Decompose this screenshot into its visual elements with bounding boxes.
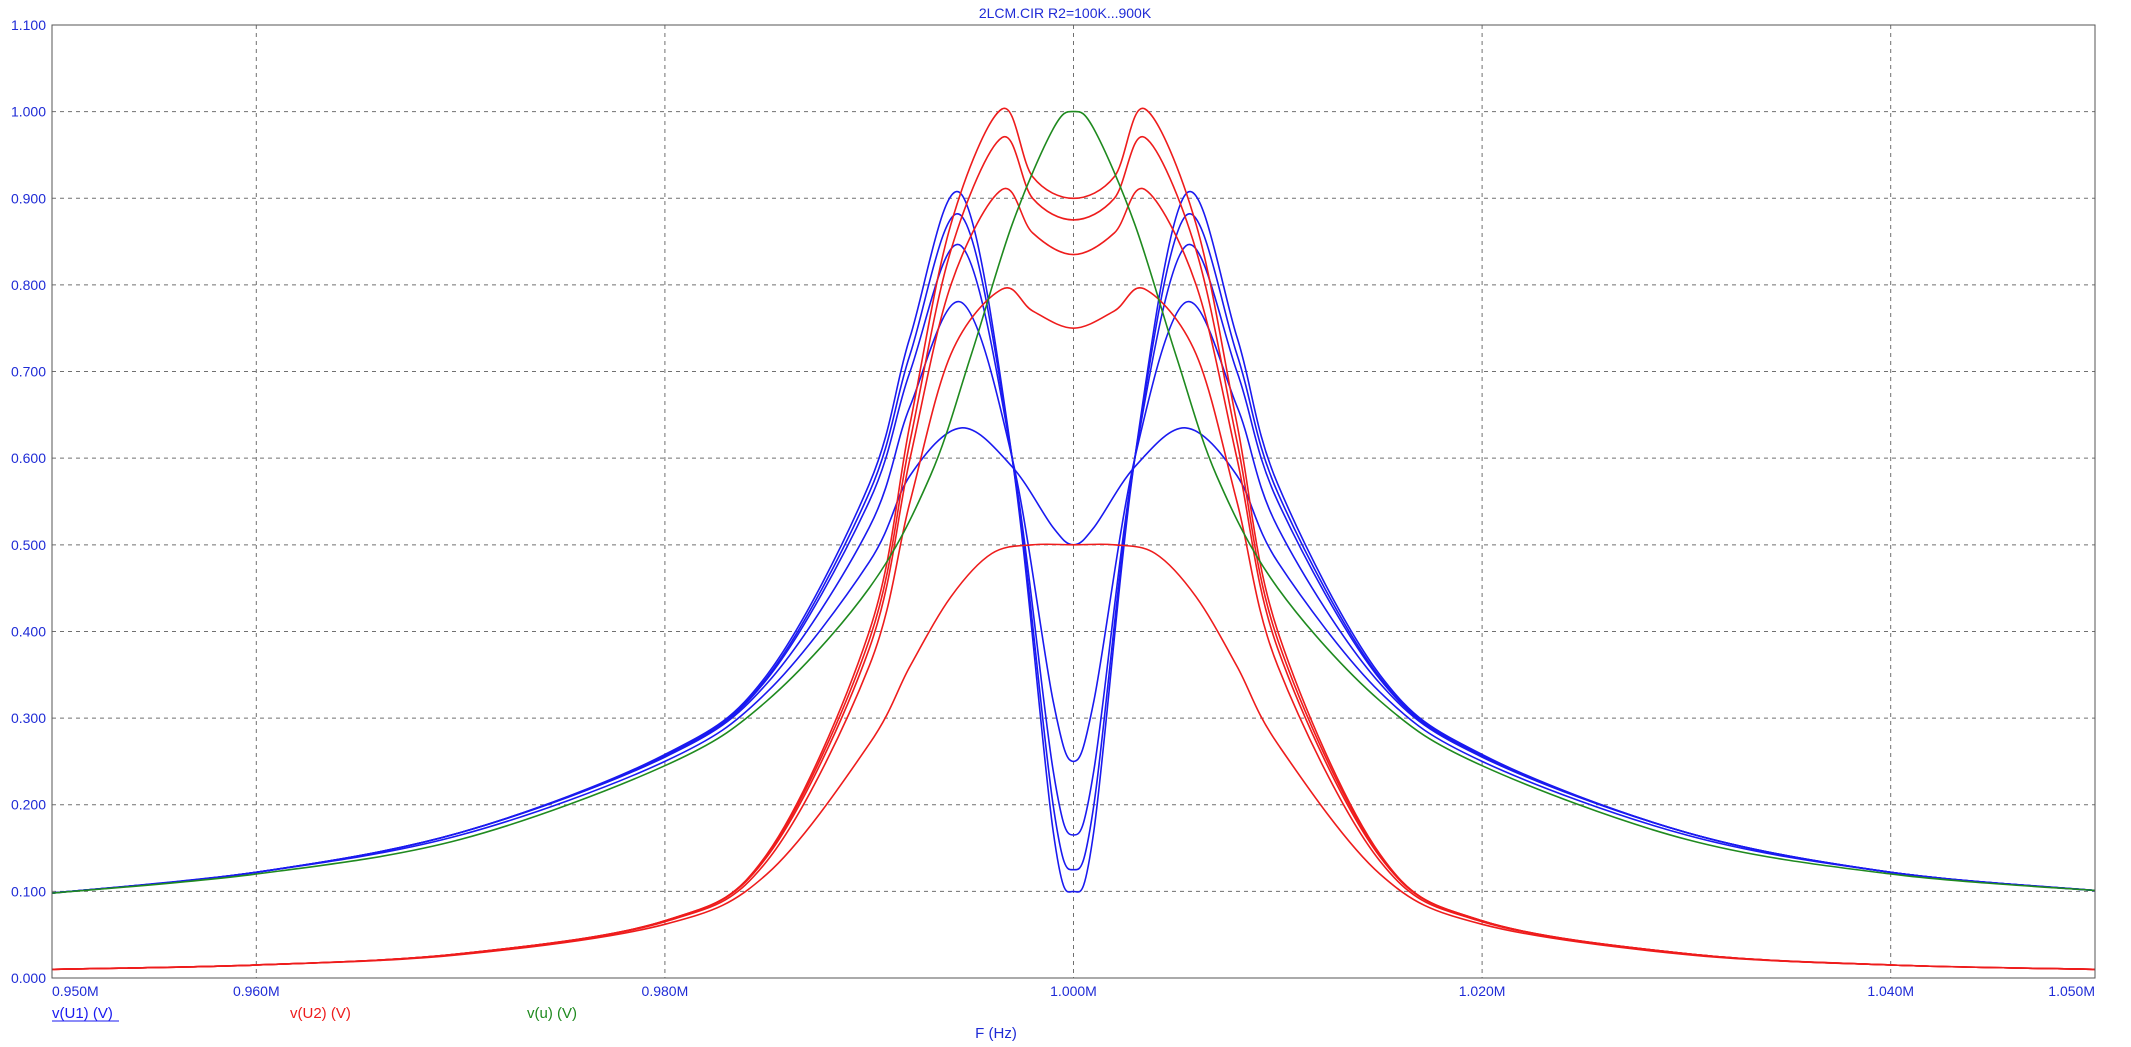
y-tick-label: 1.000 [11, 104, 46, 120]
y-tick-label: 0.900 [11, 190, 46, 206]
y-tick-label: 0.800 [11, 277, 46, 293]
series-line [51, 300, 2096, 894]
series-line [51, 107, 2096, 971]
legend-entry: v(U2) (V) [290, 1005, 351, 1022]
x-tick-label: 0.980M [642, 983, 689, 999]
y-tick-label: 0.300 [11, 710, 46, 726]
axes: 0.000 0.100 0.200 0.300 0.400 0.500 0.600 0.700… [11, 17, 2096, 999]
series-line [51, 110, 2096, 894]
x-tick-label: 1.050M [2048, 983, 2095, 999]
y-tick-label: 0.200 [11, 797, 46, 813]
x-axis-label: F (Hz) [975, 1025, 1017, 1042]
series-line [51, 212, 2096, 894]
y-tick-label: 0.400 [11, 623, 46, 639]
x-tick-label: 1.040M [1867, 983, 1914, 999]
legend-entry: v(u) (V) [527, 1005, 577, 1022]
y-tick-label: 1.100 [11, 17, 46, 33]
x-tick-label: 0.950M [52, 983, 99, 999]
plot-frame [51, 24, 2096, 979]
series-line [51, 190, 2096, 894]
x-tick-label: 0.960M [233, 983, 280, 999]
y-tick-label: 0.700 [11, 364, 46, 380]
y-tick-label: 0.000 [11, 970, 46, 986]
y-tick-label: 0.600 [11, 450, 46, 466]
legend-entry: v(U1) (V) [52, 1005, 113, 1022]
legend: v(U1) (V) v(U2) (V) v(u) (V) [52, 1005, 577, 1022]
x-tick-label: 1.000M [1050, 983, 1097, 999]
x-tick-label: 1.020M [1459, 983, 1506, 999]
y-tick-label: 0.100 [11, 883, 46, 899]
chart-title: 2LCM.CIR R2=100K...900K [979, 5, 1152, 21]
y-tick-label: 0.500 [11, 537, 46, 553]
grid [52, 25, 2095, 978]
series-layer [51, 107, 2096, 971]
series-line [51, 543, 2096, 971]
series-line [51, 243, 2096, 894]
